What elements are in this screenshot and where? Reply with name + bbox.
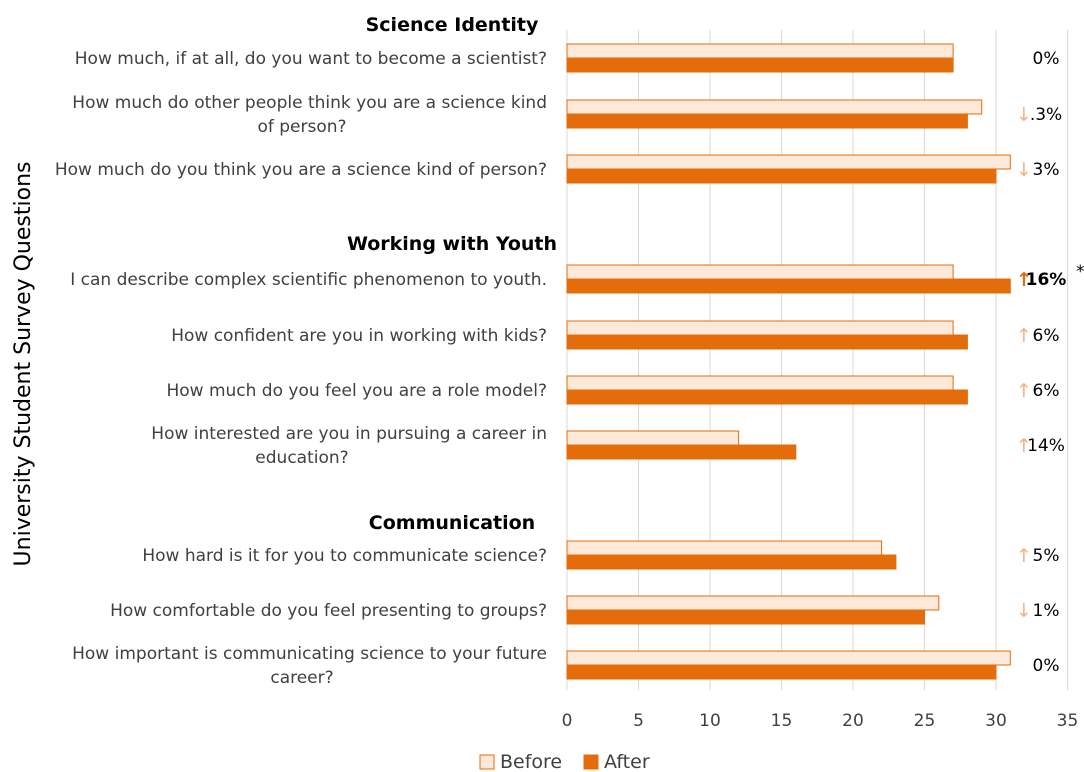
question-label: How much do other people think you are a…	[72, 93, 547, 113]
question-label: education?	[255, 448, 348, 468]
section-titles: Science Identity Working with Youth Commun…	[347, 14, 557, 534]
change-label: 16%	[1026, 270, 1067, 290]
question-label: How much, if at all, do you want to beco…	[75, 49, 547, 69]
bar-after	[566, 444, 797, 460]
x-axis-ticks: 0 5 10 15 20 25 30 35	[562, 711, 1079, 731]
legend-label: Before	[500, 751, 562, 772]
section-title: Working with Youth	[347, 233, 557, 255]
bar-after	[566, 278, 1011, 294]
x-tick-label: 10	[699, 711, 721, 731]
x-tick-label: 5	[633, 711, 644, 731]
change-label: 6%	[1033, 381, 1060, 401]
question-label: How comfortable do you feel presenting t…	[110, 601, 547, 621]
x-tick-label: 20	[842, 711, 864, 731]
change-label: 5%	[1033, 546, 1060, 566]
bar-before	[566, 43, 954, 59]
change-label: .3%	[1030, 105, 1062, 125]
arrow-down-icon: ↓	[1016, 104, 1032, 126]
bar-before	[566, 650, 1011, 666]
legend-swatch	[479, 754, 495, 770]
bar-after	[566, 334, 968, 350]
bar-before	[566, 320, 954, 336]
x-tick-label: 15	[771, 711, 793, 731]
x-tick-label: 25	[914, 711, 936, 731]
question-label: of person?	[257, 117, 346, 137]
gridlines	[566, 30, 1068, 690]
arrow-up-icon: ↑	[1016, 269, 1032, 291]
question-label: How much do you feel you are a role mode…	[166, 381, 547, 401]
bar-before	[566, 264, 954, 280]
question-label: I can describe complex scientific phenom…	[70, 270, 547, 290]
bar-before	[566, 540, 883, 556]
change-label: 0%	[1033, 656, 1060, 676]
question-label: How confident are you in working with ki…	[171, 326, 547, 346]
question-label: How important is communicating science t…	[72, 644, 547, 664]
x-tick-label: 35	[1057, 711, 1079, 731]
change-label: 6%	[1033, 326, 1060, 346]
significance-marker: *	[1076, 262, 1084, 282]
arrow-up-icon: ↑	[1016, 545, 1032, 567]
bar-after	[566, 554, 897, 570]
bar-before	[566, 595, 940, 611]
change-annotations: 0%.3%↓3%↓16% *↑6%↑6%↑14%↑5%↑1%↓0%	[1016, 49, 1084, 676]
legend: Before After	[479, 751, 650, 772]
bars	[566, 43, 1011, 680]
change-label: 3%	[1033, 160, 1060, 180]
section-title: Communication	[369, 512, 535, 534]
question-label: How interested are you in pursuing a car…	[151, 424, 547, 444]
question-label: How hard is it for you to communicate sc…	[142, 546, 547, 566]
question-label: career?	[270, 668, 333, 688]
question-labels: How much, if at all, do you want to beco…	[55, 49, 547, 688]
change-label: 1%	[1033, 601, 1060, 621]
bar-before	[566, 430, 740, 446]
bar-before	[566, 99, 983, 115]
legend-label: After	[604, 751, 650, 772]
bar-after	[566, 609, 925, 625]
bar-before	[566, 154, 1011, 170]
change-label: 0%	[1033, 49, 1060, 69]
bar-after	[566, 57, 954, 73]
arrow-up-icon: ↑	[1016, 380, 1032, 402]
y-axis-label: University Student Survey Questions	[11, 162, 36, 567]
bar-after	[566, 168, 997, 184]
question-label: How much do you think you are a science …	[55, 160, 547, 180]
legend-swatch	[583, 754, 599, 770]
arrow-down-icon: ↓	[1016, 159, 1032, 181]
x-tick-label: 0	[562, 711, 573, 731]
arrow-down-icon: ↓	[1016, 600, 1032, 622]
arrow-up-icon: ↑	[1016, 325, 1032, 347]
bar-before	[566, 375, 954, 391]
bar-after	[566, 664, 997, 680]
change-label: 14%	[1027, 436, 1065, 456]
arrow-up-icon: ↑	[1016, 435, 1032, 457]
section-title: Science Identity	[366, 14, 539, 36]
bar-after	[566, 389, 968, 405]
bar-after	[566, 113, 968, 129]
x-tick-label: 30	[985, 711, 1007, 731]
